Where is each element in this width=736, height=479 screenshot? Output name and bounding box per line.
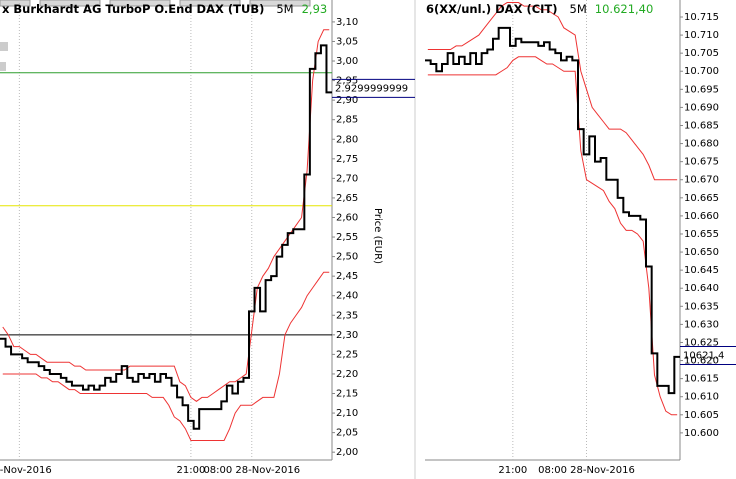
chart-title: 6(XX/unl.) DAX (CIT) 5M 10.621,40 <box>426 2 653 16</box>
last-price: 10.621,40 <box>595 2 654 16</box>
y-tick-label: 3,00 <box>336 56 358 67</box>
y-tick-label: 10.715 <box>684 12 719 23</box>
y-tick-label: 2,40 <box>336 291 358 302</box>
series-line <box>425 26 680 395</box>
x-tick-label: 21:00 <box>498 465 527 476</box>
y-tick-label: 10.700 <box>684 66 719 77</box>
y-tick-label: 2,75 <box>336 154 358 165</box>
y-tick-label: 10.660 <box>684 211 719 222</box>
y-tick-label: 2,55 <box>336 232 358 243</box>
y-tick-label: 10.710 <box>684 30 719 41</box>
series-line <box>0 44 332 430</box>
y-tick-label: 2,00 <box>336 447 358 458</box>
y-tick-label: 10.605 <box>684 410 719 421</box>
y-tick-label: 2,60 <box>336 212 358 223</box>
y-tick-label: 2,50 <box>336 252 358 263</box>
y-tick-label: 10.695 <box>684 84 719 95</box>
y-tick-label: 10.635 <box>684 301 719 312</box>
x-tick-label: 21:00 <box>176 465 205 476</box>
interval: 5M <box>570 2 587 16</box>
y-tick-label: 2,45 <box>336 271 358 282</box>
title: x Burkhardt AG TurboP O.End DAX (TUB) <box>2 2 264 16</box>
series-line <box>2 29 330 402</box>
toolbar-button[interactable] <box>179 0 241 7</box>
series-line <box>427 2 678 181</box>
interval: 5M <box>276 2 293 16</box>
y-tick-label: 10.655 <box>684 229 719 240</box>
y-tick-label: 10.690 <box>684 102 719 113</box>
y-tick-label: 10.615 <box>684 374 719 385</box>
y-tick-label: 2,90 <box>336 95 358 106</box>
y-tick-label: 10.650 <box>684 247 719 258</box>
y-tick-label: 10.600 <box>684 428 719 439</box>
x-tick-label: 08:00 28-Nov-2016 <box>203 465 300 476</box>
last-price-label: 2.9299999999 <box>335 83 408 94</box>
y-tick-label: 10.645 <box>684 265 719 276</box>
title: 6(XX/unl.) DAX (CIT) <box>426 2 558 16</box>
x-tick-label: 08:00 28-Nov-2016 <box>538 465 635 476</box>
y-tick-label: 10.620 <box>684 356 719 367</box>
y-tick-label: 2,65 <box>336 193 358 204</box>
divider <box>415 0 425 479</box>
y-tick-label: 10.680 <box>684 139 719 150</box>
toolbar-button[interactable] <box>0 0 31 7</box>
y-tick-label: 2,15 <box>336 389 358 400</box>
y-tick-label: 10.685 <box>684 120 719 131</box>
x-tick-label: 25-Nov-2016 <box>0 465 52 476</box>
y-tick-label: 2,25 <box>336 349 358 360</box>
y-tick-label: 3,05 <box>336 36 358 47</box>
y-tick-label: 10.675 <box>684 157 719 168</box>
chart-title: x Burkhardt AG TurboP O.End DAX (TUB) 5M 2… <box>2 2 327 16</box>
y-tick-label: 10.705 <box>684 48 719 59</box>
y-tick-label: 10.630 <box>684 319 719 330</box>
y-tick-label: 10.670 <box>684 175 719 186</box>
series-line <box>427 56 678 416</box>
toolbar-button[interactable] <box>109 0 171 7</box>
toolbar-button[interactable] <box>249 0 311 7</box>
last-price-label: 10621.4 <box>683 350 724 361</box>
y-tick-label: 2,70 <box>336 173 358 184</box>
y-tick-label: 2,10 <box>336 408 358 419</box>
y-tick-label: 2,20 <box>336 369 358 380</box>
y-tick-label: 10.625 <box>684 337 719 348</box>
series-line <box>2 271 330 441</box>
toolbar-button[interactable] <box>39 0 101 7</box>
last-price: 2,93 <box>302 2 328 16</box>
y-tick-label: 2,95 <box>336 76 358 87</box>
close-icon[interactable] <box>0 42 8 51</box>
y-tick-label: 10.665 <box>684 193 719 204</box>
y-tick-label: 3,10 <box>336 17 358 28</box>
y-tick-label: 2,80 <box>336 134 358 145</box>
y-tick-label: 10.640 <box>684 283 719 294</box>
y-tick-label: 2,05 <box>336 428 358 439</box>
y-axis-label: Price (EUR) <box>372 208 383 264</box>
icon[interactable] <box>0 62 6 71</box>
y-tick-label: 10.610 <box>684 392 719 403</box>
y-tick-label: 2,35 <box>336 310 358 321</box>
y-tick-label: 2,85 <box>336 115 358 126</box>
y-tick-label: 2,30 <box>336 330 358 341</box>
